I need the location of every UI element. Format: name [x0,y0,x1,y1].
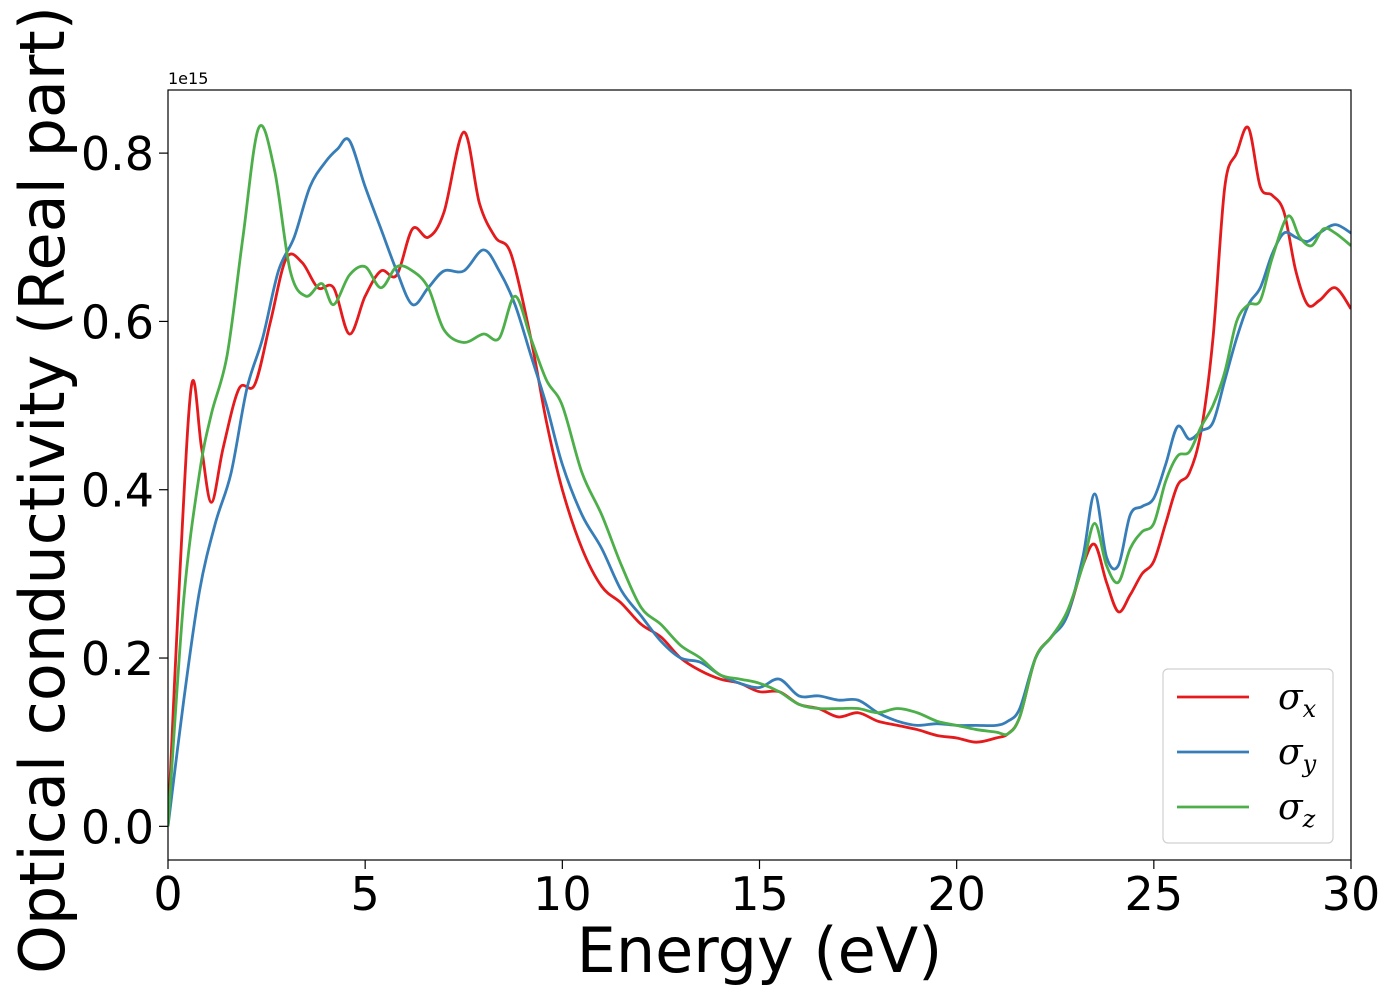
legend: σx σy σz [1162,668,1334,844]
legend-label-z: σz [1278,787,1316,833]
y-axis-label: Optical conductivity (Real part) [6,6,79,974]
series-layer [168,124,1351,827]
y-tick-label: 0.2 [81,632,154,686]
x-tick-label: 5 [351,867,380,921]
x-axis-label: Energy (eV) [577,914,943,987]
y-tick-label: 0.8 [81,127,154,181]
y-offset-text: 1e15 [168,69,208,88]
x-tick-label: 25 [1125,867,1184,921]
x-tick-label: 10 [533,867,592,921]
y-tick-label: 0.4 [81,464,154,518]
legend-label-y: σy [1278,732,1317,778]
y-tick-label: 0.0 [81,800,154,854]
y-tick-label: 0.6 [81,295,154,349]
x-tick-label: 0 [153,867,182,921]
x-tick-label: 20 [927,867,986,921]
series-line-y [168,137,1351,827]
legend-label-x: σx [1278,677,1317,723]
series-line-z [168,124,1351,827]
ticks-layer: 0 5 10 15 20 25 30 0.0 0.2 0.4 0.6 0.8 [81,127,1380,921]
x-tick-label: 30 [1322,867,1381,921]
legend-box [1162,668,1334,844]
x-tick-label: 15 [730,867,789,921]
